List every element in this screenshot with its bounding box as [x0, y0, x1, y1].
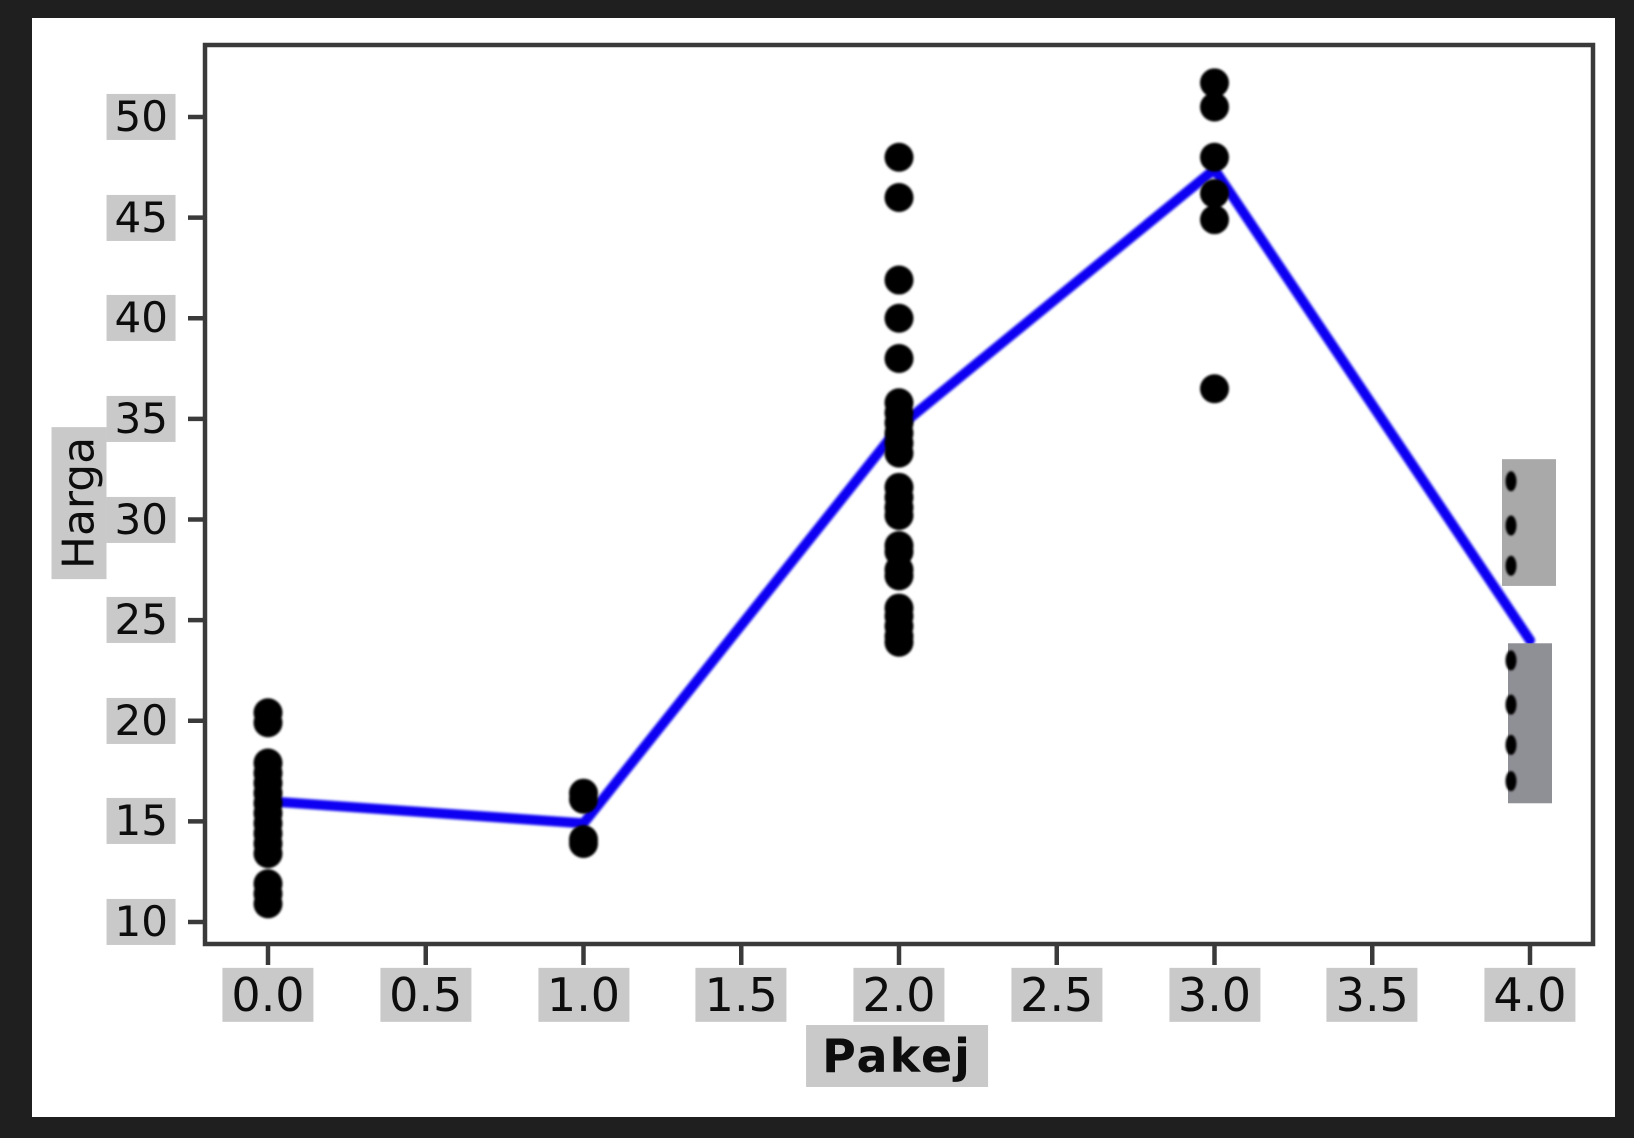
y-tick-label: 50: [106, 93, 176, 141]
x-tick-label: 3.5: [1326, 967, 1418, 1023]
x-axis-title: Pakej: [806, 1025, 988, 1087]
x-tick-label: 4.0: [1484, 967, 1576, 1023]
data-point: [1200, 374, 1229, 404]
x-tick-label: 1.0: [537, 967, 630, 1023]
data-point: [1200, 68, 1229, 98]
data-point-dash: [1505, 555, 1517, 576]
figure-background: [32, 18, 1615, 1117]
data-point: [884, 303, 914, 333]
x-tick-label: 0.0: [222, 967, 314, 1023]
x-tick-label: 2.0: [853, 967, 945, 1023]
data-point: [253, 839, 283, 869]
scatter-points-layer: [253, 68, 1517, 919]
data-point: [253, 889, 283, 919]
data-point: [884, 142, 914, 172]
y-tick-label: 10: [106, 898, 176, 946]
data-point-dash: [1505, 650, 1517, 671]
y-axis-title: Harga: [51, 426, 107, 579]
data-point: [884, 265, 914, 295]
x-tick-label: 3.0: [1168, 967, 1261, 1023]
y-tick-label: 15: [106, 798, 176, 845]
data-point: [1200, 179, 1229, 209]
data-point: [884, 561, 914, 591]
x-tick-label: 2.5: [1011, 967, 1103, 1023]
data-point: [884, 627, 914, 657]
y-tick-label: 20: [106, 697, 176, 744]
y-tick-label: 25: [106, 597, 176, 644]
y-tick-label: 30: [106, 496, 176, 543]
data-point-dash: [1505, 771, 1517, 792]
data-point: [569, 829, 598, 859]
data-point-dash: [1505, 515, 1517, 536]
data-point: [1200, 205, 1229, 235]
data-point: [253, 708, 283, 738]
y-tick-label: 40: [106, 295, 176, 342]
data-point: [1200, 142, 1229, 172]
data-point: [884, 183, 914, 213]
data-point: [884, 500, 914, 530]
y-tick-label: 45: [106, 194, 176, 241]
data-point-dash: [1505, 734, 1517, 755]
x-tick-label: 0.5: [380, 967, 472, 1023]
data-point-dash: [1505, 471, 1517, 492]
data-point: [884, 344, 914, 374]
x-tick-label: 1.5: [695, 967, 787, 1023]
data-point: [884, 438, 914, 468]
data-point-dash: [1505, 694, 1517, 715]
data-point: [569, 784, 598, 814]
y-tick-label: 35: [106, 395, 176, 442]
data-point: [1200, 92, 1229, 122]
axes-tick-marks: [188, 114, 1533, 965]
